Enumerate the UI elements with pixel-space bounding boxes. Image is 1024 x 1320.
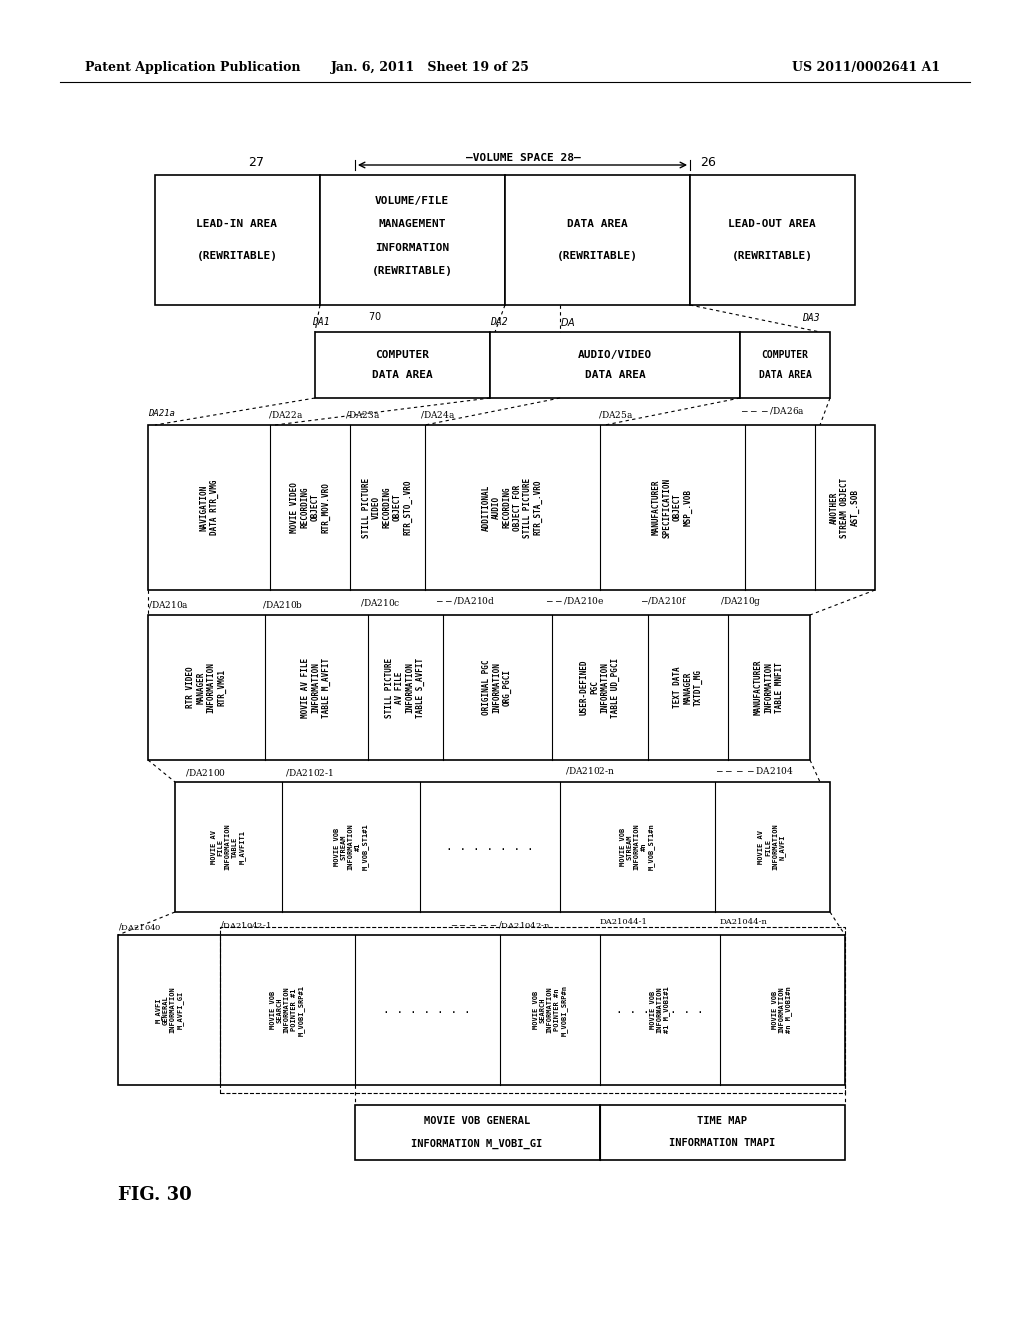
Bar: [690, 176, 855, 305]
Bar: [490, 333, 740, 399]
Text: MOVIE AV
FILE
INFORMATION
N_AVFI: MOVIE AV FILE INFORMATION N_AVFI: [758, 824, 786, 870]
Text: DA2: DA2: [490, 317, 508, 327]
Text: INFORMATION TMAPI: INFORMATION TMAPI: [669, 1138, 775, 1148]
Bar: [600, 1105, 845, 1160]
Text: $\mathit{/}$DA2102-n: $\mathit{/}$DA2102-n: [565, 766, 615, 776]
Text: $\mathit{27}$: $\mathit{27}$: [248, 157, 265, 169]
Bar: [315, 333, 490, 399]
Text: (REWRITABLE): (REWRITABLE): [556, 251, 638, 260]
Text: MOVIE AV
FILE
INFORMATION
TABLE
M_AVFIT1: MOVIE AV FILE INFORMATION TABLE M_AVFIT1: [211, 824, 246, 870]
Text: USER-DEFINED
PGC
INFORMATION
TABLE UD_PGCI: USER-DEFINED PGC INFORMATION TABLE UD_PG…: [580, 657, 621, 718]
Text: MOVIE VOB GENERAL: MOVIE VOB GENERAL: [424, 1117, 530, 1126]
Text: $\mathit{/}$DA210c: $\mathit{/}$DA210c: [360, 598, 400, 609]
Text: DATA AREA: DATA AREA: [372, 370, 432, 380]
Text: . . . . . . .: . . . . . . .: [616, 1005, 703, 1015]
Text: $\mathit{DA}$: $\mathit{DA}$: [560, 315, 575, 327]
Text: MOVIE VIDEO
RECORDING
OBJECT
RTR_MOV.VRO: MOVIE VIDEO RECORDING OBJECT RTR_MOV.VRO: [290, 482, 330, 533]
Text: M_AVFI
GENERAL
INFORMATION
M_AVFI_GI: M_AVFI GENERAL INFORMATION M_AVFI_GI: [155, 986, 183, 1034]
Bar: [319, 176, 505, 305]
Text: $\mathit{26}$: $\mathit{26}$: [700, 157, 717, 169]
Text: ADDITIONAL
AUDIO
RECORDING
OBJECT FOR
STILL PICTURE
RTR_STA_.VRO: ADDITIONAL AUDIO RECORDING OBJECT FOR ST…: [481, 478, 543, 537]
Text: MOVIE VOB
STREAM
INFORMATION
#n
M_VOB_ST1#n: MOVIE VOB STREAM INFORMATION #n M_VOB_ST…: [620, 824, 654, 870]
Text: DA3: DA3: [803, 313, 820, 323]
Text: DATA AREA: DATA AREA: [585, 370, 645, 380]
Bar: [118, 935, 845, 1085]
Text: ORIGINAL PGC
INFORMATION
ORG_PGCI: ORIGINAL PGC INFORMATION ORG_PGCI: [482, 660, 512, 715]
Text: NAVIGATION
DATA RTR_VMG: NAVIGATION DATA RTR_VMG: [200, 479, 219, 535]
Text: . . . . . . .: . . . . . . .: [446, 842, 534, 851]
Text: MANAGEMENT: MANAGEMENT: [378, 219, 445, 230]
Text: ANOTHER
STREAM OBJECT
AST_.SOB: ANOTHER STREAM OBJECT AST_.SOB: [830, 478, 860, 537]
Text: $\mathit{/}$DA21042-1: $\mathit{/}$DA21042-1: [220, 919, 271, 929]
Text: —VOLUME SPACE 28—: —VOLUME SPACE 28—: [466, 153, 581, 162]
Text: DATA AREA: DATA AREA: [566, 219, 628, 230]
Text: $\mathit{/}$DA2102-1: $\mathit{/}$DA2102-1: [285, 767, 334, 779]
Bar: [148, 615, 810, 760]
Text: DATA AREA: DATA AREA: [759, 370, 811, 380]
Text: COMPUTER: COMPUTER: [375, 350, 429, 360]
Text: LEAD-IN AREA: LEAD-IN AREA: [197, 219, 278, 230]
Bar: [155, 176, 319, 305]
Text: US 2011/0002641 A1: US 2011/0002641 A1: [792, 62, 940, 74]
Text: $\mathit{/}$DA210b: $\mathit{/}$DA210b: [262, 599, 303, 610]
Text: $\mathit{/}$DA210g: $\mathit{/}$DA210g: [720, 594, 762, 607]
Text: TEXT DATA
MANAGER
TXTDT_MG: TEXT DATA MANAGER TXTDT_MG: [673, 667, 702, 709]
Text: $\mathit{/}$DA2100: $\mathit{/}$DA2100: [185, 767, 226, 779]
Text: Jan. 6, 2011   Sheet 19 of 25: Jan. 6, 2011 Sheet 19 of 25: [331, 62, 529, 74]
Text: $\mathit{/}$DA23a: $\mathit{/}$DA23a: [345, 408, 380, 420]
Text: $\mathit{----}$DA2104: $\mathit{----}$DA2104: [715, 766, 794, 776]
Text: $\mathit{/}$DA25a: $\mathit{/}$DA25a: [598, 408, 633, 420]
Text: $\mathit{-----/}$DA21042-n: $\mathit{-----/}$DA21042-n: [450, 919, 550, 929]
Text: MOVIE VOB
STREAM
INFORMATION
#1
M_VOB_ST1#1: MOVIE VOB STREAM INFORMATION #1 M_VOB_ST…: [334, 824, 369, 870]
Text: DA21044-n: DA21044-n: [720, 917, 768, 927]
Text: FIG. 30: FIG. 30: [118, 1185, 191, 1204]
Text: $\mathit{-/}$DA210f: $\mathit{-/}$DA210f: [640, 595, 687, 606]
Text: MOVIE VOB
SEARCH
INFORMATION
POINTER #n
M_VOBI_SRP#n: MOVIE VOB SEARCH INFORMATION POINTER #n …: [532, 985, 567, 1035]
Text: AUDIO/VIDEO: AUDIO/VIDEO: [578, 350, 652, 360]
Text: DA21044-1: DA21044-1: [600, 917, 648, 927]
Text: $\mathit{--/}$DA210e: $\mathit{--/}$DA210e: [545, 595, 604, 606]
Text: (REWRITABLE): (REWRITABLE): [372, 267, 453, 276]
Text: INFORMATION M_VOBI_GI: INFORMATION M_VOBI_GI: [412, 1138, 543, 1148]
Text: STILL PICTURE
AV FILE
INFORMATION
TABLE S_AVFIT: STILL PICTURE AV FILE INFORMATION TABLE …: [385, 657, 425, 718]
Text: LEAD-OUT AREA: LEAD-OUT AREA: [728, 219, 816, 230]
Text: $\mathit{/}$DA210a: $\mathit{/}$DA210a: [148, 599, 189, 610]
Text: MOVIE VOB
INFORMATION
#1 M_VOBI#1: MOVIE VOB INFORMATION #1 M_VOBI#1: [649, 986, 671, 1034]
Text: MOVIE AV FILE
INFORMATION
TABLE M_AVFIT: MOVIE AV FILE INFORMATION TABLE M_AVFIT: [301, 657, 331, 718]
Text: . . . . . . .: . . . . . . .: [383, 1005, 471, 1015]
Bar: [220, 927, 845, 1093]
Text: DA21a: DA21a: [148, 409, 175, 418]
Text: MOVIE VOB
SEARCH
INFORMATION
POINTER #1
M_VOBI_SRP#1: MOVIE VOB SEARCH INFORMATION POINTER #1 …: [269, 985, 304, 1035]
Text: $\mathit{---/}$DA26a: $\mathit{---/}$DA26a: [740, 404, 805, 416]
Text: INFORMATION: INFORMATION: [375, 243, 450, 253]
Text: $\mathit{70}$: $\mathit{70}$: [368, 310, 382, 322]
Text: (REWRITABLE): (REWRITABLE): [731, 251, 812, 260]
Text: STILL PICTURE
VIDEO
RECORDING
OBJECT
RTR_STO_.VRO: STILL PICTURE VIDEO RECORDING OBJECT RTR…: [361, 478, 413, 537]
Text: $\mathit{/}$DA21040: $\mathit{/}$DA21040: [118, 920, 162, 932]
Text: MANUFACTURER
INFORMATION
TABLE MNFIT: MANUFACTURER INFORMATION TABLE MNFIT: [754, 660, 784, 715]
Bar: [505, 176, 690, 305]
Text: RTR VIDEO
MANAGER
INFORMATION
RTR_VMG1: RTR VIDEO MANAGER INFORMATION RTR_VMG1: [185, 663, 226, 713]
Text: DA1: DA1: [312, 317, 330, 327]
Bar: [175, 781, 830, 912]
Bar: [355, 1105, 600, 1160]
Text: TIME MAP: TIME MAP: [697, 1117, 746, 1126]
Bar: [148, 425, 874, 590]
Text: $\mathit{/}$DA22a: $\mathit{/}$DA22a: [268, 408, 303, 420]
Text: (REWRITABLE): (REWRITABLE): [197, 251, 278, 260]
Bar: [740, 333, 830, 399]
Text: MANUFACTURER
SPECIFICATION
OBJECT
MSP_.VOB: MANUFACTURER SPECIFICATION OBJECT MSP_.V…: [652, 478, 692, 537]
Text: MOVIE VOB
INFORMATION
#n M_VOBI#n: MOVIE VOB INFORMATION #n M_VOBI#n: [771, 986, 793, 1034]
Text: Patent Application Publication: Patent Application Publication: [85, 62, 300, 74]
Text: COMPUTER: COMPUTER: [762, 350, 809, 360]
Text: $\mathit{/}$DA24a: $\mathit{/}$DA24a: [420, 408, 456, 420]
Text: VOLUME/FILE: VOLUME/FILE: [375, 195, 450, 206]
Text: $\mathit{--/}$DA210d: $\mathit{--/}$DA210d: [435, 595, 495, 606]
